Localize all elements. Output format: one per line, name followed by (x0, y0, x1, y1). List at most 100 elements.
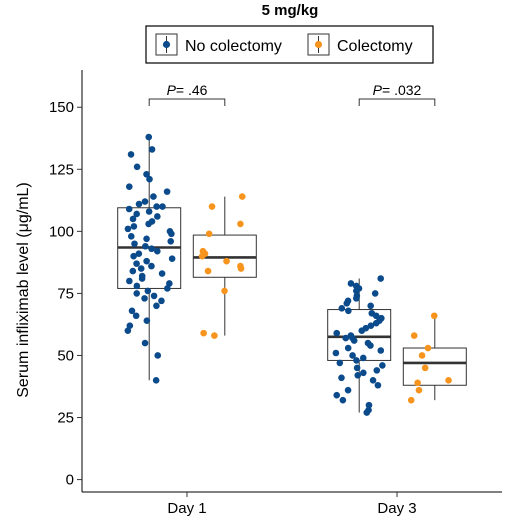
y-tick-label: 100 (49, 223, 74, 240)
data-point (133, 290, 141, 297)
data-point (344, 386, 352, 394)
data-point (424, 344, 432, 352)
data-point (138, 275, 146, 282)
data-point (205, 230, 213, 238)
data-point (143, 317, 151, 325)
box-colectomy-day-3 (402, 315, 467, 401)
data-point (158, 297, 165, 305)
data-point (237, 265, 245, 272)
data-point (407, 396, 415, 404)
data-point (338, 374, 345, 382)
data-point (349, 352, 356, 359)
data-point (154, 247, 161, 255)
data-point (377, 275, 385, 282)
data-point (124, 225, 132, 233)
data-point (164, 285, 171, 292)
data-point (221, 287, 228, 295)
data-point (150, 193, 157, 200)
data-point (359, 354, 367, 362)
data-point (198, 252, 206, 260)
data-point (360, 369, 367, 377)
data-point (333, 391, 341, 399)
data-point (129, 215, 137, 223)
bracket-line (148, 98, 226, 106)
data-point (445, 376, 452, 384)
data-point (353, 287, 360, 295)
data-point (410, 332, 418, 339)
data-point (143, 235, 150, 243)
data-point (143, 170, 150, 178)
data-point (200, 329, 207, 337)
data-point (339, 396, 347, 404)
y-tick-label: 75 (57, 285, 74, 302)
data-point (132, 312, 140, 320)
y-tick-label: 50 (57, 347, 74, 364)
chart-title: 5 mg/kg (262, 2, 319, 19)
data-point (166, 280, 173, 287)
p-value-label: P= .46 (167, 82, 208, 98)
x-tick-label: Day 3 (377, 500, 416, 517)
data-point (333, 329, 341, 337)
data-point (374, 381, 382, 389)
data-point (135, 200, 143, 208)
y-tick-label: 150 (49, 99, 74, 116)
y-tick-label: 125 (49, 161, 74, 178)
legend-box (145, 25, 434, 64)
legend-label-colectomy: Colectomy (337, 38, 413, 55)
data-point (168, 230, 175, 238)
data-point (153, 302, 160, 310)
data-point (135, 250, 143, 257)
data-point (338, 305, 346, 312)
data-point (159, 203, 166, 210)
data-point (141, 339, 149, 347)
data-point (145, 133, 153, 141)
data-point (128, 307, 136, 315)
data-point (126, 322, 134, 329)
data-point (367, 342, 374, 349)
data-point (204, 267, 212, 275)
data-point (148, 262, 155, 270)
data-point (347, 280, 355, 287)
data-point (414, 379, 421, 387)
data-point (379, 362, 386, 369)
data-point (377, 347, 385, 354)
data-point (208, 203, 216, 210)
legend-key-colectomy (307, 33, 330, 56)
data-point (369, 376, 377, 384)
data-point (353, 357, 360, 364)
data-point (150, 292, 158, 300)
data-point (343, 300, 351, 307)
data-point (133, 210, 140, 218)
data-point (418, 352, 426, 359)
legend: No colectomy Colectomy (145, 25, 434, 64)
data-point (372, 312, 380, 320)
y-axis-title: Serum infliximab level (μg/mL) (15, 182, 32, 398)
data-point (238, 193, 246, 200)
p-value-label: P= .032 (373, 82, 422, 98)
bracket-line (358, 98, 436, 106)
data-point (144, 287, 152, 295)
data-point (350, 337, 358, 344)
significance-bracket: P= .46 (148, 82, 226, 106)
data-point (363, 409, 371, 416)
data-point (141, 295, 148, 302)
data-point (371, 290, 379, 297)
data-point (133, 163, 141, 171)
data-point (223, 257, 230, 265)
data-point (158, 270, 166, 277)
data-point (345, 307, 352, 315)
data-point (141, 198, 149, 205)
data-point (211, 332, 218, 339)
data-point (367, 322, 375, 329)
data-point (430, 312, 438, 320)
data-point (168, 255, 176, 262)
data-point (365, 401, 373, 409)
box-iqr (402, 347, 467, 386)
data-point (127, 151, 135, 158)
data-point (336, 359, 344, 367)
data-point (148, 245, 155, 253)
data-point (373, 367, 381, 374)
data-point (148, 146, 156, 153)
data-point (353, 295, 360, 302)
